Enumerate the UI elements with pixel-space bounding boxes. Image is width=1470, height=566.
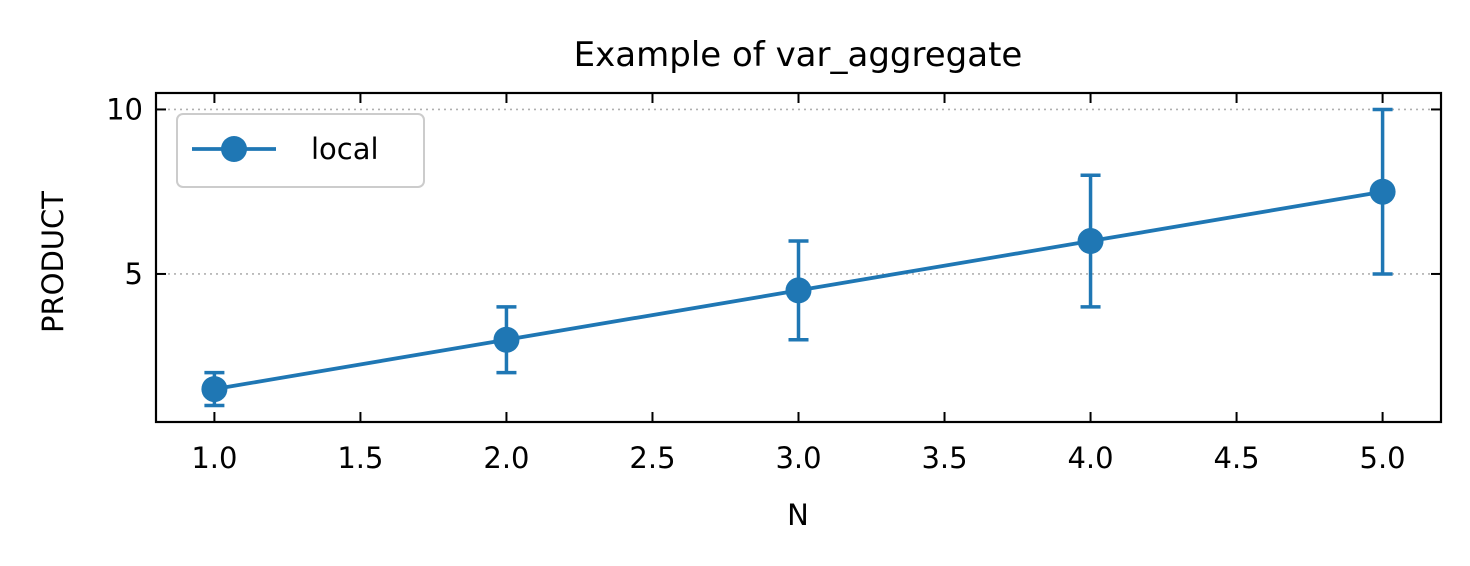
- data-point-0-0: [201, 376, 228, 403]
- tick-layer: [156, 93, 1441, 422]
- x-tick-label-5: 3.5: [921, 441, 967, 475]
- x-tick-label-4: 3.0: [775, 441, 821, 475]
- x-tick-label-0: 1.0: [191, 441, 237, 475]
- x-tick-label-3: 2.5: [629, 441, 675, 475]
- legend: local: [176, 113, 425, 188]
- x-tick-label-1: 1.5: [337, 441, 383, 475]
- x-tick-label-7: 4.5: [1214, 441, 1260, 475]
- x-tick-label-2: 2.0: [483, 441, 529, 475]
- legend-marker-local: [221, 136, 247, 162]
- y-tick-label-0: 5: [125, 257, 143, 291]
- legend-label-local: local: [311, 132, 379, 166]
- y-tick-labels: 5 10: [106, 92, 143, 291]
- x-tick-label-6: 4.0: [1067, 441, 1113, 475]
- y-axis-label: PRODUCT: [36, 191, 70, 333]
- data-point-0-3: [1077, 228, 1104, 255]
- x-axis-label: N: [787, 498, 809, 532]
- data-point-0-2: [785, 277, 812, 304]
- y-tick-label-1: 10: [106, 92, 143, 126]
- series-layer: [201, 107, 1396, 408]
- chart-title: Example of var_aggregate: [574, 35, 1023, 75]
- data-point-0-4: [1369, 178, 1396, 205]
- legend-frame: [176, 113, 425, 188]
- x-tick-label-8: 5.0: [1360, 441, 1406, 475]
- x-tick-labels: 1.0 1.5 2.0 2.5 3.0 3.5 4.0 4.5 5.0: [191, 441, 1405, 475]
- data-point-0-1: [493, 326, 520, 353]
